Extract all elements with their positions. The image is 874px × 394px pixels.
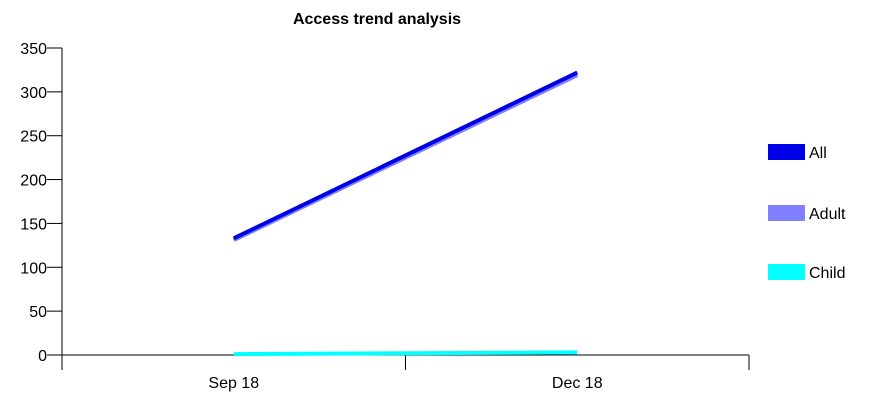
y-ticks: 0 50 100 150 200 250 300 350 xyxy=(20,41,62,365)
y-tick-label: 50 xyxy=(29,304,47,321)
y-tick-label: 150 xyxy=(20,216,47,233)
legend-label-adult: Adult xyxy=(809,206,846,223)
chart-title: Access trend analysis xyxy=(293,11,461,28)
x-ticks: Sep 18 Dec 18 xyxy=(61,355,750,392)
legend-label-child: Child xyxy=(809,265,845,282)
series-group xyxy=(232,70,579,357)
legend-swatch-all xyxy=(768,144,805,160)
y-tick-label: 100 xyxy=(20,260,47,277)
axes xyxy=(61,48,749,370)
legend-swatch-child xyxy=(768,264,805,280)
legend-label-all: All xyxy=(809,145,827,162)
y-tick-label: 300 xyxy=(20,85,47,102)
x-tick-label: Sep 18 xyxy=(208,375,259,392)
y-tick-label: 250 xyxy=(20,129,47,146)
y-tick-label: 200 xyxy=(20,173,47,190)
series-line-all xyxy=(232,70,579,241)
x-tick-label: Dec 18 xyxy=(552,375,603,392)
series-line-child xyxy=(233,350,578,357)
y-tick-label: 0 xyxy=(38,348,47,365)
y-tick-label: 350 xyxy=(20,41,47,58)
legend-swatch-adult xyxy=(768,205,805,221)
legend: All Adult Child xyxy=(768,144,846,282)
